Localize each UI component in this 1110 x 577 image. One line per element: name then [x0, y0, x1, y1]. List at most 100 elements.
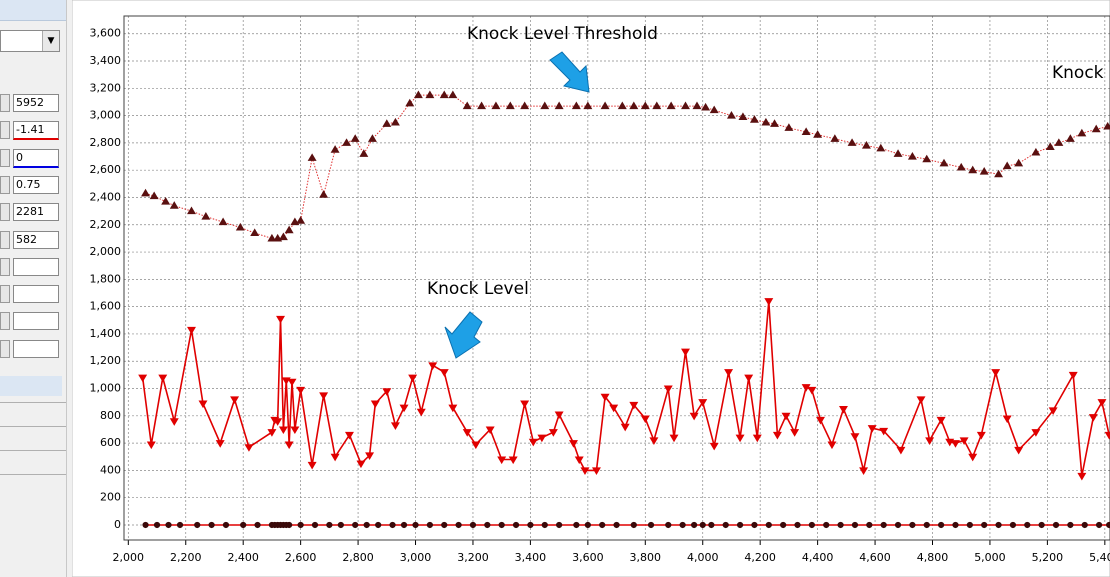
point: [505, 101, 515, 110]
point: [350, 134, 360, 142]
x-tick-label: 5,400: [1089, 551, 1110, 564]
point: [296, 216, 306, 224]
value-field[interactable]: 2281: [13, 203, 59, 222]
separator: [0, 402, 66, 403]
field-button[interactable]: [0, 230, 10, 249]
point: [630, 521, 637, 529]
point: [284, 225, 294, 234]
point: [629, 401, 639, 410]
series-line: [141, 301, 1110, 477]
point: [936, 416, 946, 425]
x-tick-label: 3,400: [515, 551, 547, 564]
point: [629, 101, 639, 110]
point: [141, 188, 151, 197]
point: [724, 369, 734, 377]
point: [772, 431, 782, 440]
field-button[interactable]: [0, 175, 10, 194]
x-tick-label: 3,600: [572, 551, 604, 564]
point: [968, 453, 978, 462]
point: [273, 418, 283, 426]
point: [365, 452, 375, 460]
point: [367, 134, 377, 142]
field-button[interactable]: [0, 94, 10, 112]
point: [893, 149, 903, 157]
y-tick-label: 3,600: [90, 27, 122, 40]
point: [491, 101, 501, 110]
point: [781, 412, 791, 421]
value-field[interactable]: [13, 339, 59, 358]
point: [738, 112, 748, 120]
point: [580, 467, 590, 475]
point: [765, 521, 772, 529]
point: [462, 101, 472, 110]
field-button[interactable]: [0, 257, 10, 276]
value-field[interactable]: [13, 312, 59, 331]
point: [146, 441, 156, 450]
separator: [0, 426, 66, 427]
dropdown[interactable]: ▼: [0, 30, 60, 52]
point: [222, 521, 230, 529]
point: [441, 521, 448, 529]
point: [1091, 124, 1101, 133]
point: [359, 149, 369, 157]
value-field[interactable]: [13, 285, 59, 304]
field-button[interactable]: [0, 312, 10, 331]
point: [665, 521, 672, 529]
point: [169, 201, 179, 209]
point: [600, 393, 610, 402]
point: [640, 101, 650, 110]
point: [399, 404, 409, 413]
point: [240, 521, 247, 529]
x-tick-label: 4,400: [802, 551, 834, 564]
value-field[interactable]: 582: [13, 230, 59, 249]
point: [808, 521, 815, 529]
point: [1077, 472, 1087, 481]
x-tick-label: 4,800: [917, 551, 949, 564]
side-panel: ▼ 5952 -1.41 0 0.75 2281 582: [0, 0, 67, 577]
x-tick-label: 4,200: [744, 551, 776, 564]
value-field[interactable]: -1.41: [13, 121, 59, 141]
point: [267, 429, 277, 437]
y-tick-label: 1,400: [90, 327, 122, 340]
field-button[interactable]: [0, 339, 10, 358]
point: [1048, 407, 1058, 415]
point: [439, 369, 449, 377]
dropdown-button[interactable]: ▼: [42, 31, 59, 51]
value-field[interactable]: 5952: [13, 94, 59, 112]
point: [569, 440, 578, 448]
point: [823, 521, 830, 529]
point: [701, 102, 711, 111]
point: [807, 386, 817, 395]
point: [319, 392, 329, 400]
field-button[interactable]: [0, 148, 10, 167]
point: [352, 521, 359, 529]
point: [297, 521, 304, 529]
point: [649, 437, 659, 445]
point: [574, 456, 584, 465]
point: [692, 101, 702, 110]
point: [735, 434, 745, 443]
field-row: 0.75: [0, 174, 66, 196]
point: [1038, 521, 1045, 529]
value-field[interactable]: [13, 257, 59, 276]
point: [591, 467, 601, 475]
value-field[interactable]: 0: [13, 148, 59, 168]
field-row: [0, 338, 66, 360]
field-row: 0: [0, 147, 66, 169]
point: [968, 165, 978, 174]
x-tick-label: 2,800: [342, 551, 374, 564]
point: [326, 521, 333, 529]
point: [909, 521, 916, 529]
point: [939, 158, 949, 167]
field-button[interactable]: [0, 285, 10, 304]
field-button[interactable]: [0, 121, 10, 140]
field-button[interactable]: [0, 203, 10, 222]
series-line: [145, 94, 1108, 239]
point: [497, 456, 507, 465]
point: [850, 433, 860, 441]
point: [708, 521, 715, 529]
value-field[interactable]: 0.75: [13, 175, 59, 194]
point: [837, 521, 844, 529]
point: [554, 101, 564, 110]
point: [1095, 521, 1103, 529]
